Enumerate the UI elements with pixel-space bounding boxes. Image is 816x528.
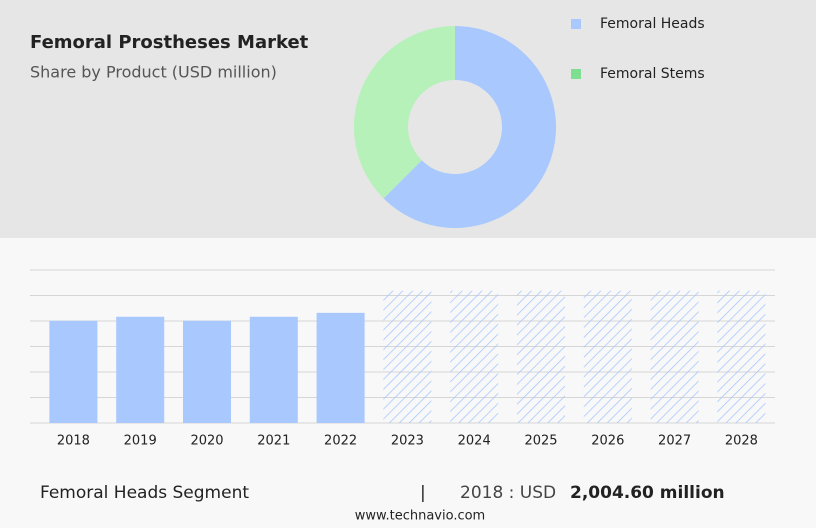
x-tick-label: 2021 bbox=[257, 434, 290, 449]
x-tick-label: 2028 bbox=[725, 434, 758, 449]
bar bbox=[583, 290, 632, 423]
x-tick-label: 2024 bbox=[458, 434, 491, 449]
bar bbox=[316, 312, 365, 423]
bar bbox=[49, 320, 98, 423]
footer-separator: | bbox=[420, 483, 426, 503]
x-tick-label: 2025 bbox=[524, 434, 557, 449]
pie-slice bbox=[383, 26, 556, 228]
pie-slice bbox=[353, 26, 455, 199]
x-tick-label: 2022 bbox=[324, 434, 357, 449]
footer-value: 2,004.60 million bbox=[570, 483, 725, 503]
x-tick-label: 2020 bbox=[190, 434, 223, 449]
bar bbox=[116, 316, 165, 423]
legend-label: Femoral Stems bbox=[600, 66, 705, 82]
x-tick-label: 2018 bbox=[57, 434, 90, 449]
x-tick-label: 2027 bbox=[658, 434, 691, 449]
footer-year: 2018 : USD bbox=[460, 483, 556, 503]
legend-label: Femoral Heads bbox=[600, 16, 705, 32]
footer-segment: Femoral Heads Segment bbox=[40, 483, 249, 503]
legend-marker bbox=[571, 69, 581, 79]
legend-marker bbox=[571, 19, 581, 29]
bar bbox=[249, 316, 298, 423]
x-tick-label: 2026 bbox=[591, 434, 624, 449]
bar bbox=[650, 290, 699, 423]
footer-source: www.technavio.com bbox=[355, 509, 485, 524]
bar bbox=[517, 290, 565, 423]
chart-title: Femoral Prostheses Market bbox=[30, 32, 309, 53]
bar bbox=[717, 290, 766, 423]
chart-subtitle: Share by Product (USD million) bbox=[30, 63, 277, 82]
x-tick-label: 2023 bbox=[391, 434, 424, 449]
x-tick-label: 2019 bbox=[124, 434, 157, 449]
bar bbox=[383, 290, 432, 423]
bar bbox=[183, 320, 231, 423]
bar bbox=[450, 290, 499, 423]
